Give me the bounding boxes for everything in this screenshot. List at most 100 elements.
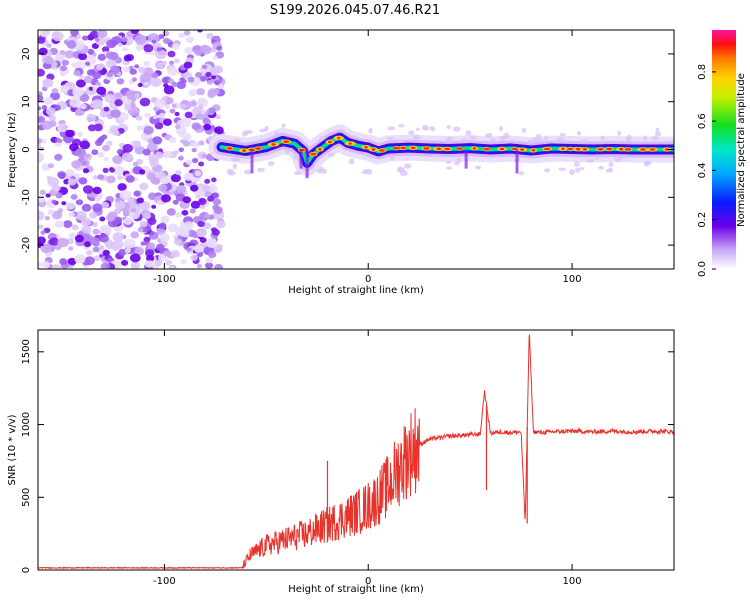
noise-blob [106,175,116,184]
track-scatter [454,161,460,166]
noise-blob [92,175,99,180]
noise-blob [184,47,194,55]
noise-blob [100,262,110,269]
noise-blob [131,77,137,82]
noise-blob [71,224,79,231]
noise-blob [91,149,99,156]
noise-blob [92,186,102,195]
noise-blob [112,92,124,102]
noise-blob [178,155,184,161]
track-scatter [284,150,292,154]
noise-blob [145,260,155,268]
noise-blob [173,238,182,246]
noise-blob [93,255,101,262]
noise-blob [124,247,131,254]
hotspot-red [226,147,233,150]
noise-blob [84,241,92,248]
noise-blob [216,45,223,51]
noise-blob [102,144,110,152]
hotspot-red [520,148,524,151]
noise-blob [96,64,104,71]
track-scatter [558,167,566,171]
track-scatter [316,169,323,174]
noise-blob [126,31,133,37]
noise-blob [164,104,171,110]
track-scatter [521,127,527,134]
x-tick-label: 100 [563,274,582,285]
noise-blob [186,36,194,43]
noise-blob [175,124,181,129]
colorbar: 0.0 0.2 0.4 0.6 0.8 Normalized spectral ampl… [697,30,747,277]
noise-blob [155,49,167,60]
noise-blob [98,106,104,111]
noise-blob [68,232,77,239]
track-scatter [543,136,549,141]
noise-blob [81,225,92,234]
spectrogram-content [38,30,674,269]
noise-blob [170,250,180,258]
noise-blob [132,140,142,148]
track-scatter [490,138,496,142]
noise-blob [197,220,205,228]
noise-blob [62,220,73,229]
track-scatter [233,138,241,143]
track-scatter [413,134,421,140]
noise-blob [210,227,218,233]
noise-blob [208,107,216,114]
track-scatter [486,132,493,138]
track-scatter [503,132,510,139]
track-scatter [617,130,622,136]
noise-blob [192,106,203,115]
noise-blob [139,169,146,175]
track-scatter [293,153,300,160]
noise-blob [181,99,188,105]
noise-blob [69,143,79,152]
track-scatter [598,165,604,170]
noise-blob [178,32,185,38]
track-scatter [528,139,534,145]
noise-blob [92,240,100,247]
noise-blob [211,75,216,80]
noise-blob [207,251,217,258]
noise-blob [70,194,78,200]
colorbar-tick-label: 0.8 [697,64,708,80]
noise-blob [86,113,96,122]
track-scatter [625,136,632,143]
noise-blob [55,192,63,199]
track-scatter [430,126,435,132]
noise-blob [193,244,204,253]
noise-blob [190,200,201,209]
noise-blob [135,115,143,121]
noise-blob [196,113,205,120]
track-scatter [231,157,239,162]
noise-blob [106,71,114,78]
hotspot-red [436,147,441,151]
track-scatter [241,131,248,137]
noise-blob [182,196,192,204]
noise-blob [152,114,158,120]
noise-blob [82,35,89,41]
colorbar-tick-label: 0.2 [697,212,708,228]
colorbar-tick-label: 0.6 [697,113,708,129]
noise-blob [73,70,81,77]
noise-blob [65,202,76,210]
hotspot-red [567,147,574,151]
noise-blob [97,174,104,180]
noise-blob [169,136,177,144]
noise-blob [206,239,217,249]
noise-blob [204,178,211,184]
hotspot-red [456,147,463,150]
hotspot-red [371,148,376,151]
noise-blob [145,249,155,257]
hotspot-red [582,148,587,151]
noise-blob [165,260,172,266]
track-scatter [368,127,373,134]
noise-blob [98,136,105,142]
colorbar-tick-label: 0.0 [697,261,708,277]
track-scatter [654,131,662,137]
hotspot-red [310,152,317,156]
y-tick-label: 1500 [21,339,32,364]
noise-blob [171,42,180,50]
hotspot-red [378,149,386,152]
